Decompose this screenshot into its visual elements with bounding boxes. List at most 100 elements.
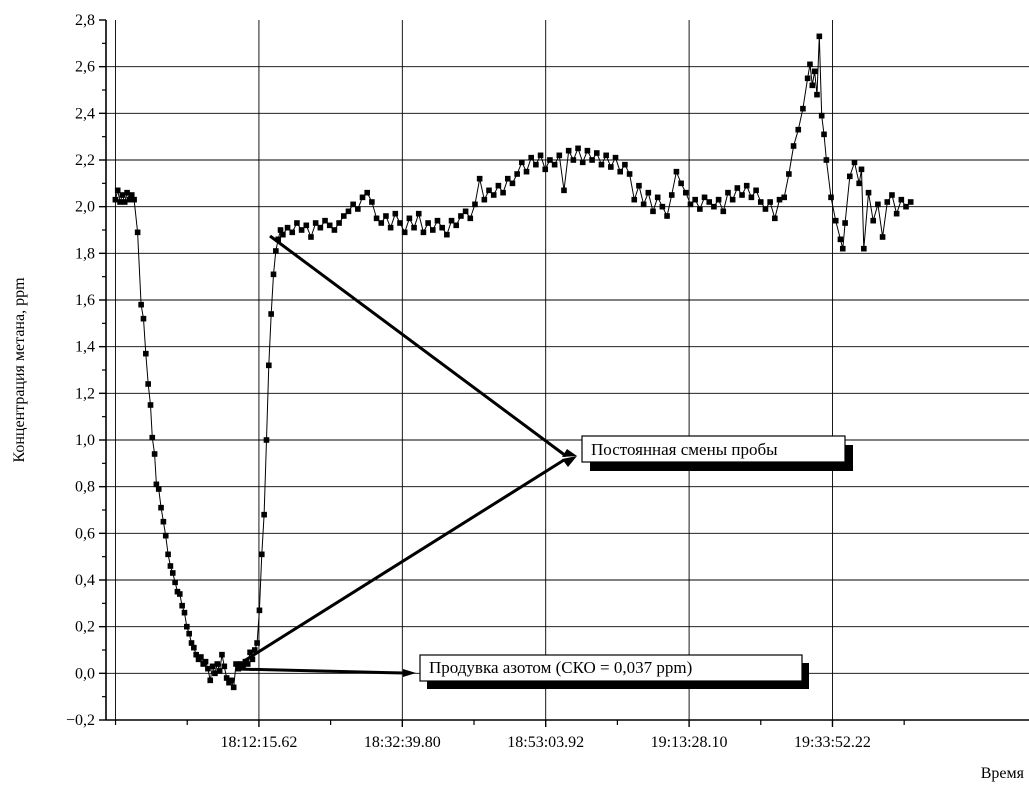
series-line [114,36,912,688]
data-point [345,208,352,215]
data-point [439,224,445,231]
y-axis-title: Концентрация метана, ppm [11,277,28,463]
data-point [249,656,256,663]
data-point [729,196,736,203]
data-point [519,159,525,166]
data-point [198,654,204,660]
data-point [495,182,502,189]
arrow-lower-head [562,456,577,467]
data-point [537,152,544,159]
data-point [884,199,891,205]
data-point [209,663,216,670]
data-point [678,180,684,187]
data-point [858,166,865,173]
data-point [233,661,239,667]
data-point [331,227,338,233]
data-point [472,201,478,208]
data-point [340,213,347,219]
data-point [861,245,867,252]
data-point [668,192,675,198]
data-point [617,168,624,175]
data-point [247,649,253,656]
data-point [584,147,591,154]
data-point [221,663,228,670]
y-tick-label: 0,4 [75,572,95,589]
data-point [786,171,792,177]
data-point [128,192,135,198]
data-point [219,651,225,658]
data-point [223,675,230,681]
data-point [626,171,633,177]
data-point [387,224,394,231]
data-point [781,194,787,201]
data-point [467,215,474,222]
data-point [147,402,154,408]
y-tick-label: 2,2 [75,152,95,169]
y-tick-label: 0,2 [75,619,95,636]
data-point [533,161,539,168]
data-point [359,194,366,201]
callout-nitrogen-purge-box [419,654,803,682]
data-point [186,630,192,637]
arrow-nitrogen-shaft [235,667,405,675]
data-point [134,229,141,236]
data-point [856,180,862,187]
data-point [903,203,909,210]
data-point [706,199,713,205]
x-axis-title: Время [981,765,1025,782]
data-point [184,623,190,630]
data-point [369,199,375,205]
data-point [807,61,813,68]
data-point [212,670,218,677]
data-point [277,227,284,233]
data-point [795,126,802,133]
data-point [406,215,413,222]
data-point [420,229,427,236]
data-point [256,607,263,614]
y-tick-label: 2,8 [75,12,95,29]
arrow-upper-head [562,449,577,457]
data-point [151,451,158,457]
data-point [444,231,450,238]
y-ticks: −0,2 0,0 0,2 0,4 0,6 0,8 1,0 1,2 1,4 1,6 1,8 2,0 2,2… [66,12,106,729]
data-point [734,185,741,191]
data-point [294,220,300,226]
data-point [570,157,577,163]
data-point [240,663,246,670]
callout-sample-change-box [581,435,846,463]
data-point [837,236,844,243]
data-point [528,154,534,161]
data-point [112,196,119,203]
data-point [162,532,169,539]
data-point [542,166,549,173]
data-point [126,196,133,203]
x-tick-label: 18:53:03.92 [507,734,584,751]
y-tick-label: 1,0 [75,432,95,449]
data-point [165,551,171,558]
data-point [179,602,185,609]
data-point [645,189,652,196]
data-point [589,157,595,163]
data-point [603,152,609,159]
arrow-upper-shaft [269,234,567,458]
data-point [818,112,825,119]
data-point [593,150,600,156]
callout-nitrogen-purge-text: Продувка азотом (СКО = 0,037 ppm) [429,658,692,677]
data-point [214,661,221,667]
data-point [140,315,147,322]
data-point [181,609,188,616]
data-point [270,271,277,278]
data-point [673,168,680,175]
data-point [828,194,834,201]
arrow-lower-shaft [243,458,565,663]
data-point [322,217,328,224]
data-point [842,220,848,226]
data-point [326,222,333,229]
data-point [244,661,251,667]
data-point [216,668,223,674]
data-point [821,131,827,138]
data-point [289,229,296,236]
data-point [230,684,237,691]
y-tick-label: 0,8 [75,479,95,496]
data-point [565,147,572,154]
